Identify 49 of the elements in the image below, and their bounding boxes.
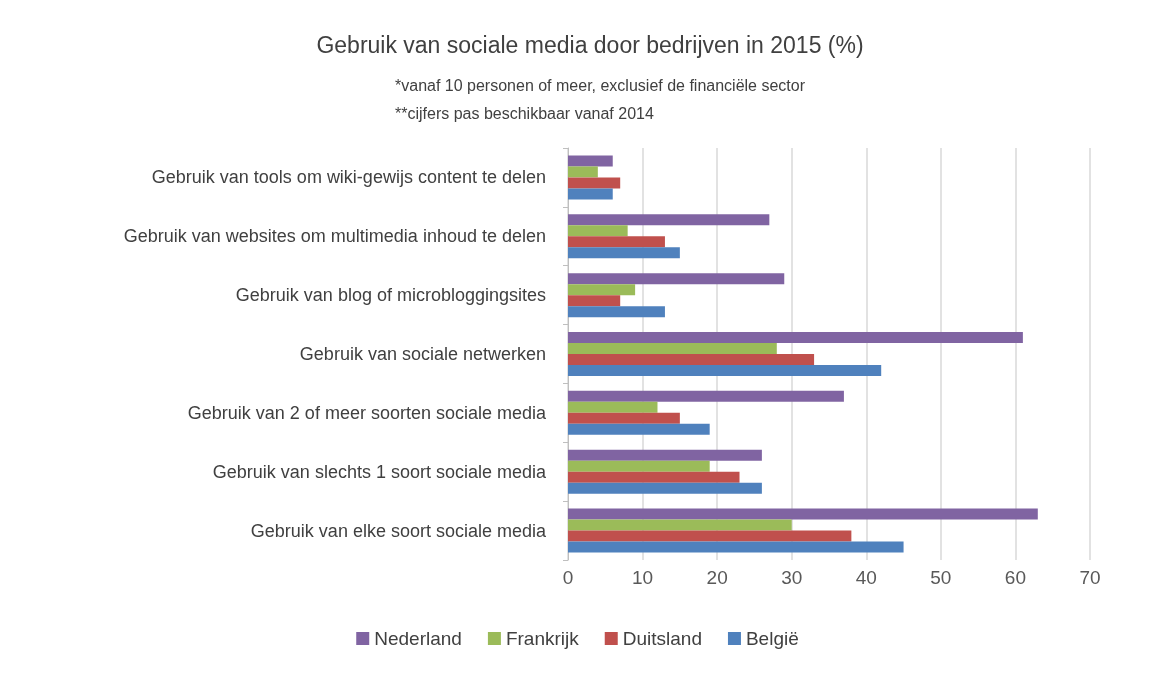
bar <box>568 332 1023 343</box>
y-tick-label: Gebruik van tools om wiki-gewijs content te delen <box>151 167 546 188</box>
bar <box>568 530 852 542</box>
bar <box>568 354 815 365</box>
bar <box>568 482 762 494</box>
x-tick-label: 10 <box>632 567 654 588</box>
legend-label: Nederland <box>374 628 462 649</box>
bar <box>568 284 636 296</box>
bar <box>568 236 665 248</box>
bar <box>568 401 658 413</box>
bar <box>568 365 882 376</box>
y-tick-label: Gebruik van websites om multimedia inhoud te delen <box>123 226 546 247</box>
bar <box>568 155 613 167</box>
chart-subtitle: *vanaf 10 personen of meer, exclusief de financiële sector **cijfers pas beschikbaar vanaf 2014 <box>395 76 806 122</box>
bar <box>568 471 740 483</box>
legend-label: België <box>745 628 799 649</box>
bar <box>568 508 1038 520</box>
x-tick-label: 30 <box>781 567 803 588</box>
bar <box>568 273 785 285</box>
bar <box>568 449 762 461</box>
bar <box>568 423 710 435</box>
y-tick-label: Gebruik van 2 of meer soorten sociale media <box>187 402 547 423</box>
bar <box>568 390 844 402</box>
bar <box>568 214 770 226</box>
y-tick-label: Gebruik van elke soort sociale media <box>250 520 547 541</box>
x-tick-label: 60 <box>1004 567 1026 588</box>
x-tick-label: 0 <box>562 567 574 588</box>
chart-title: Gebruik van sociale media door bedrijven in 2015 (%) <box>316 31 864 58</box>
bar <box>568 460 710 472</box>
x-tick-label: 70 <box>1079 567 1101 588</box>
bar <box>568 306 665 318</box>
bar <box>568 188 613 200</box>
bar <box>568 541 904 553</box>
bar <box>568 412 680 424</box>
bar <box>568 225 628 237</box>
bar <box>568 343 777 354</box>
y-tick-label: Gebruik van slechts 1 soort sociale media <box>212 461 547 482</box>
legend-label: Duitsland <box>622 628 702 649</box>
bar <box>568 519 792 531</box>
x-tick-label: 40 <box>855 567 877 588</box>
bar <box>568 177 621 189</box>
y-tick-label: Gebruik van sociale netwerken <box>299 344 546 364</box>
bar <box>568 295 621 307</box>
y-tick-label: Gebruik van blog of microbloggingsites <box>235 285 546 306</box>
legend-label: Frankrijk <box>505 628 580 649</box>
x-tick-label: 50 <box>930 567 952 588</box>
bar <box>568 247 680 259</box>
x-tick-label: 20 <box>706 567 728 588</box>
bar <box>568 166 598 178</box>
